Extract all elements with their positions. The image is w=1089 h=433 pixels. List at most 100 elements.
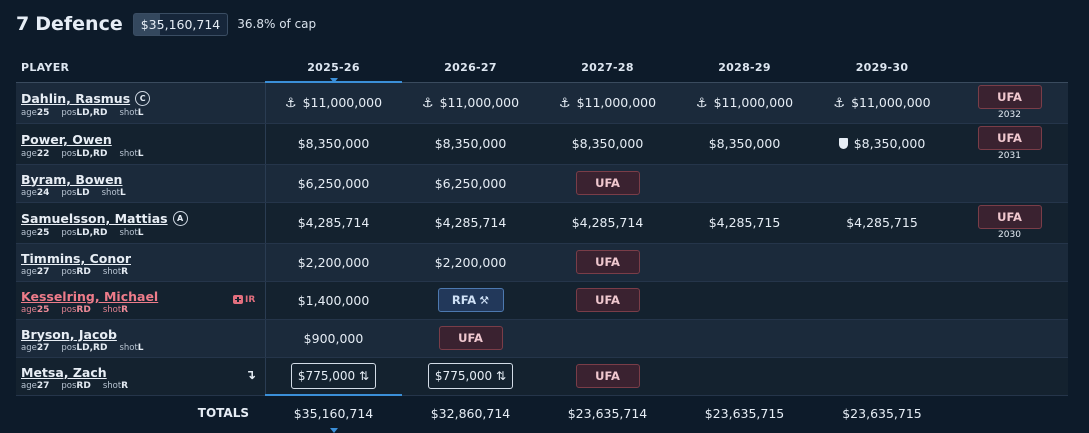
- table-row: Bryson, Jacob age27 posLD,RD shotL $900,00…: [16, 319, 1068, 358]
- player-meta: age25 posLD,RD shotL: [21, 227, 144, 238]
- salary-cell[interactable]: $4,285,714: [265, 202, 402, 244]
- cap-hit-badge: $35,160,714: [132, 12, 229, 36]
- empty-cell: [813, 357, 951, 396]
- total-2026-27: $32,860,714: [402, 395, 539, 431]
- status-cell: UFA: [539, 281, 676, 320]
- salary-cell[interactable]: $6,250,000: [402, 164, 539, 203]
- empty-cell: [676, 319, 813, 358]
- salary-cell[interactable]: $8,350,000: [676, 123, 813, 165]
- anchor-icon: ⚓: [284, 95, 297, 111]
- salary-cell[interactable]: $2,200,000: [265, 243, 402, 282]
- table-row: Metsa, Zach age27 posRD shotR ↴ $775,000 ⇅…: [16, 357, 1068, 396]
- table-row: Power, Owen age22 posLD,RD shotL $8,350,00…: [16, 123, 1068, 165]
- player-name-link[interactable]: Samuelsson, Mattias: [21, 211, 168, 226]
- ufa-tag[interactable]: UFA: [575, 250, 640, 274]
- salary-cell[interactable]: $4,285,715: [813, 202, 951, 244]
- player-name-link[interactable]: Byram, Bowen: [21, 171, 123, 187]
- medical-bag-icon: [233, 295, 243, 304]
- ufa-tag[interactable]: UFA: [438, 326, 503, 350]
- column-header-2026-27[interactable]: 2026-27: [402, 53, 539, 83]
- ufa-tag[interactable]: UFA: [575, 288, 640, 312]
- ufa-tag[interactable]: UFA: [977, 126, 1042, 150]
- salary-cell[interactable]: $8,350,000: [402, 123, 539, 165]
- expiry-cell: UFA 2031: [951, 123, 1068, 165]
- table-row: Samuelsson, Mattias A age25 posLD,RD shotL …: [16, 202, 1068, 244]
- status-cell: UFA: [539, 357, 676, 396]
- salary-cell[interactable]: ⚓ $11,000,000: [676, 82, 813, 124]
- empty-cell: [951, 319, 1068, 358]
- injured-reserve-indicator[interactable]: IR: [233, 295, 255, 305]
- totals-row: TOTALS $35,160,714 $32,860,714 $23,635,7…: [16, 394, 1068, 433]
- ufa-tag[interactable]: UFA: [575, 364, 640, 388]
- rfa-tag[interactable]: RFA ⚒: [437, 288, 504, 312]
- player-meta: age27 posRD shotR: [21, 267, 129, 277]
- salary-cell[interactable]: $4,285,715: [676, 202, 813, 244]
- salary-cell[interactable]: $8,350,000: [265, 123, 402, 165]
- empty-cell: [813, 319, 951, 358]
- empty-cell: [951, 395, 1068, 431]
- column-header-2027-28[interactable]: 2027-28: [539, 53, 676, 83]
- player-meta: age27 posRD shotR: [21, 381, 129, 391]
- salary-cell[interactable]: $6,250,000: [265, 164, 402, 203]
- salary-cell[interactable]: $8,350,000: [539, 123, 676, 165]
- status-cell: UFA: [539, 164, 676, 203]
- salary-cell[interactable]: $4,285,714: [539, 202, 676, 244]
- column-header-2029-30[interactable]: 2029-30: [813, 53, 951, 83]
- expiry-year: 2030: [998, 230, 1021, 240]
- salary-cell[interactable]: ⚓ $11,000,000: [539, 82, 676, 124]
- sort-caret-icon: [329, 78, 338, 83]
- anchor-icon: ⚓: [421, 95, 434, 111]
- column-header-player[interactable]: PLAYER: [16, 53, 265, 83]
- salary-retained-box[interactable]: $775,000 ⇅: [427, 363, 514, 389]
- salary-cell[interactable]: $4,285,714: [402, 202, 539, 244]
- contracts-table: PLAYER 2025-26 2026-27 2027-28 2028-29 2…: [16, 53, 1068, 433]
- alternate-captain-badge: A: [172, 211, 188, 226]
- table-row: Dahlin, Rasmus C age25 posLD,RD shotL ⚓ $11,…: [16, 82, 1068, 124]
- ufa-tag[interactable]: UFA: [977, 205, 1042, 229]
- empty-cell: [951, 164, 1068, 203]
- total-2025-26: $35,160,714: [265, 394, 402, 433]
- empty-cell: [813, 164, 951, 203]
- player-name-link[interactable]: Dahlin, Rasmus: [21, 91, 131, 106]
- ufa-tag[interactable]: UFA: [977, 85, 1042, 109]
- salary-cell[interactable]: $775,000 ⇅: [265, 357, 402, 396]
- empty-cell: [951, 357, 1068, 396]
- salary-cell[interactable]: $2,200,000: [402, 243, 539, 282]
- player-cell: Metsa, Zach age27 posRD shotR ↴: [16, 357, 265, 396]
- anchor-icon: ⚓: [833, 95, 846, 111]
- player-name-link[interactable]: Power, Owen: [21, 132, 112, 147]
- section-header: 7 Defence $35,160,714 36.8% of cap: [16, 12, 316, 36]
- player-cell: Kesselring, Michael age25 posRD shotR IR: [16, 281, 265, 320]
- arrow-down-icon[interactable]: ↴: [245, 367, 256, 383]
- salary-cell[interactable]: $8,350,000: [813, 123, 951, 165]
- swap-icon: ⇅: [359, 368, 370, 383]
- salary-cell[interactable]: $775,000 ⇅: [402, 357, 539, 396]
- status-cell: RFA ⚒: [402, 281, 539, 320]
- empty-cell: [813, 243, 951, 282]
- player-name-link[interactable]: Kesselring, Michael: [21, 288, 159, 304]
- salary-cell[interactable]: $1,400,000: [265, 281, 402, 320]
- player-name-link[interactable]: Bryson, Jacob: [21, 326, 117, 342]
- player-cell: Dahlin, Rasmus C age25 posLD,RD shotL: [16, 82, 265, 124]
- salary-cell[interactable]: ⚓ $11,000,000: [265, 82, 402, 124]
- salary-cell[interactable]: ⚓ $11,000,000: [813, 82, 951, 124]
- player-cell: Bryson, Jacob age27 posLD,RD shotL: [16, 319, 265, 358]
- empty-cell: [676, 243, 813, 282]
- player-name-link[interactable]: Metsa, Zach: [21, 364, 107, 380]
- salary-cell[interactable]: $900,000: [265, 319, 402, 358]
- salary-cell[interactable]: ⚓ $11,000,000: [402, 82, 539, 124]
- player-meta: age27 posLD,RD shotL: [21, 343, 144, 353]
- expiry-year: 2031: [998, 151, 1021, 161]
- column-header-2025-26[interactable]: 2025-26: [265, 53, 402, 83]
- hammer-icon: ⚒: [479, 294, 490, 307]
- status-cell: UFA: [539, 243, 676, 282]
- salary-retained-box[interactable]: $775,000 ⇅: [290, 362, 377, 389]
- player-name-link[interactable]: Timmins, Conor: [21, 250, 131, 266]
- ufa-tag[interactable]: UFA: [575, 171, 640, 195]
- column-header-2028-29[interactable]: 2028-29: [676, 53, 813, 83]
- table-header-row: PLAYER 2025-26 2026-27 2027-28 2028-29 2…: [16, 53, 1068, 83]
- player-meta: age25 posLD,RD shotL: [21, 107, 144, 118]
- empty-cell: [951, 281, 1068, 320]
- player-meta: age24 posLD shotL: [21, 188, 126, 198]
- player-meta: age22 posLD,RD shotL: [21, 148, 144, 159]
